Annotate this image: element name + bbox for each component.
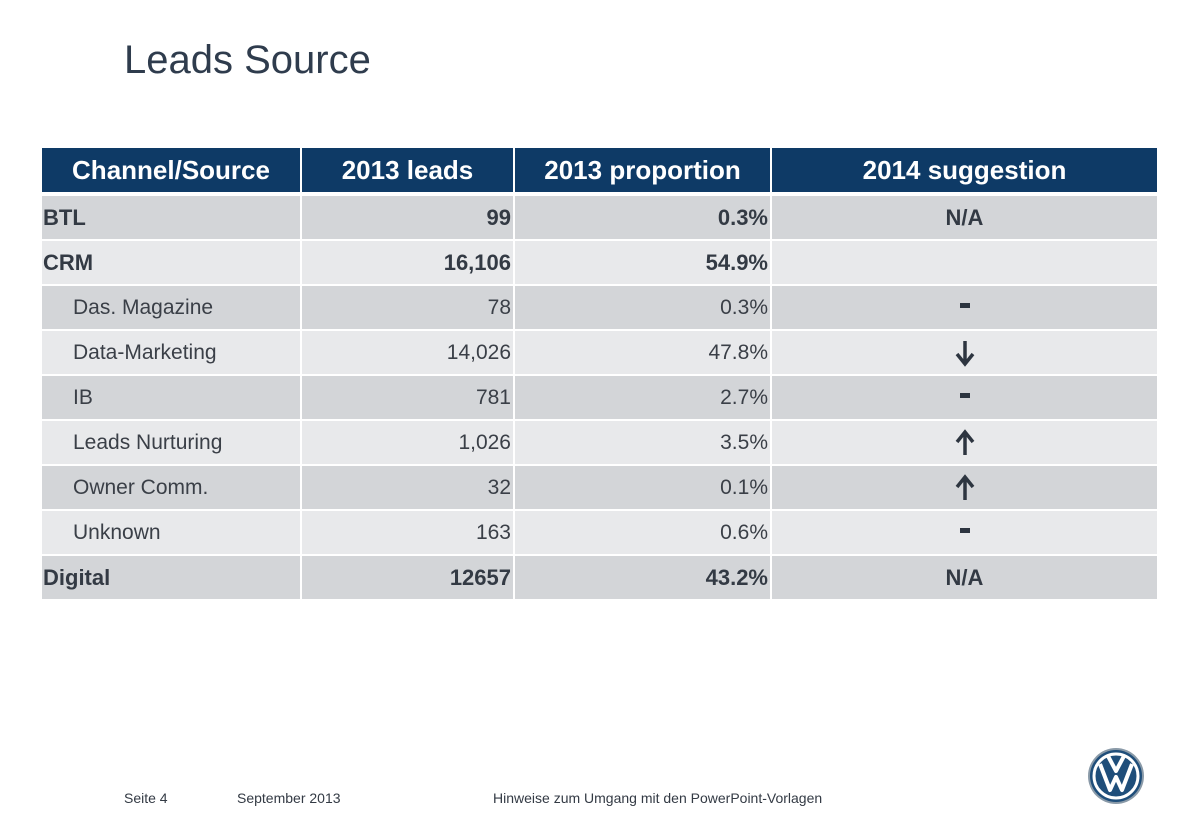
row-suggestion (771, 329, 1157, 375)
dash-icon (772, 391, 1157, 405)
row-suggestion (771, 239, 1157, 285)
row-suggestion (771, 374, 1157, 420)
row-channel: Leads Nurturing (42, 419, 302, 465)
footer-page-number: Seite 4 (124, 790, 168, 806)
dash-icon (772, 301, 1157, 315)
row-leads: 12657 (301, 554, 515, 599)
arrow-up-icon (772, 473, 1157, 502)
table-row: Leads Nurturing 1,026 3.5% (42, 419, 1157, 465)
row-leads: 14,026 (301, 329, 515, 375)
arrow-up-icon (772, 428, 1157, 457)
leads-source-table: Channel/Source 2013 leads 2013 proportio… (42, 148, 1157, 599)
row-channel: IB (42, 374, 302, 420)
row-suggestion (771, 464, 1157, 510)
header-suggestion: 2014 suggestion (771, 148, 1157, 194)
row-channel: Das. Magazine (42, 284, 302, 330)
footer-note: Hinweise zum Umgang mit den PowerPoint-V… (493, 790, 823, 806)
footer-date: September 2013 (237, 790, 341, 806)
table-row: CRM 16,106 54.9% (42, 239, 1157, 285)
row-proportion: 0.3% (514, 284, 772, 330)
header-channel: Channel/Source (42, 148, 302, 194)
row-channel: Unknown (42, 509, 302, 555)
row-proportion: 43.2% (514, 554, 772, 599)
row-leads: 78 (301, 284, 515, 330)
row-suggestion (771, 509, 1157, 555)
arrow-down-icon (772, 339, 1157, 367)
page-title: Leads Source (124, 38, 371, 82)
header-proportion: 2013 proportion (514, 148, 772, 194)
table-row: Das. Magazine 78 0.3% (42, 284, 1157, 330)
row-leads: 32 (301, 464, 515, 510)
vw-logo (1088, 748, 1144, 804)
row-suggestion-text: N/A (945, 564, 984, 590)
row-proportion: 2.7% (514, 374, 772, 420)
row-leads: 781 (301, 374, 515, 420)
row-proportion: 0.1% (514, 464, 772, 510)
row-channel: BTL (42, 192, 302, 240)
table-row: BTL 99 0.3% N/A (42, 192, 1157, 240)
row-channel: Owner Comm. (42, 464, 302, 510)
row-suggestion: N/A (771, 554, 1157, 599)
row-leads: 1,026 (301, 419, 515, 465)
row-leads: 16,106 (301, 239, 515, 285)
row-proportion: 47.8% (514, 329, 772, 375)
row-leads: 99 (301, 192, 515, 240)
row-proportion: 54.9% (514, 239, 772, 285)
table-row: Owner Comm. 32 0.1% (42, 464, 1157, 510)
row-proportion: 0.3% (514, 192, 772, 240)
header-leads: 2013 leads (301, 148, 515, 194)
row-leads: 163 (301, 509, 515, 555)
row-suggestion (771, 419, 1157, 465)
row-suggestion (771, 284, 1157, 330)
row-suggestion-text: N/A (945, 204, 984, 230)
row-proportion: 3.5% (514, 419, 772, 465)
table-row: IB 781 2.7% (42, 374, 1157, 420)
row-suggestion: N/A (771, 192, 1157, 240)
table-row: Unknown 163 0.6% (42, 509, 1157, 555)
table-row: Digital 12657 43.2% N/A (42, 554, 1157, 599)
table-header-row: Channel/Source 2013 leads 2013 proportio… (42, 148, 1157, 194)
table-row: Data-Marketing 14,026 47.8% (42, 329, 1157, 375)
row-channel: Digital (42, 554, 302, 599)
row-proportion: 0.6% (514, 509, 772, 555)
row-channel: CRM (42, 239, 302, 285)
row-channel: Data-Marketing (42, 329, 302, 375)
dash-icon (772, 526, 1157, 540)
